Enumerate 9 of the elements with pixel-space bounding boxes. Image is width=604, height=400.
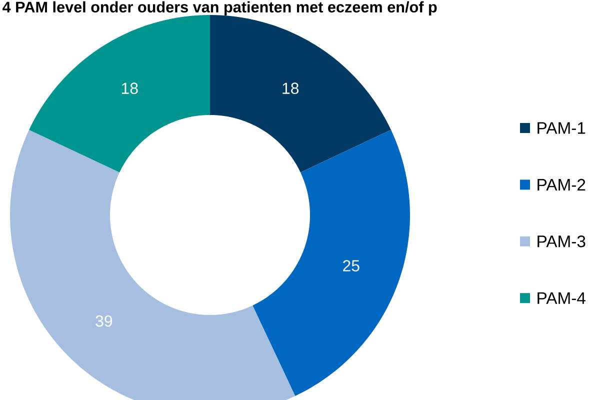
legend-label: PAM-1 bbox=[538, 122, 586, 134]
data-label: 18 bbox=[122, 82, 138, 94]
legend-label: PAM-4 bbox=[538, 292, 586, 304]
data-label: 25 bbox=[343, 260, 360, 272]
legend-label: PAM-3 bbox=[538, 236, 586, 248]
legend-label: PAM-2 bbox=[538, 178, 586, 190]
data-label: 39 bbox=[96, 315, 112, 327]
data-label: 18 bbox=[282, 82, 299, 94]
chart-title: 4 PAM level onder ouders van patienten met eczeem en/of p bbox=[2, 1, 437, 16]
